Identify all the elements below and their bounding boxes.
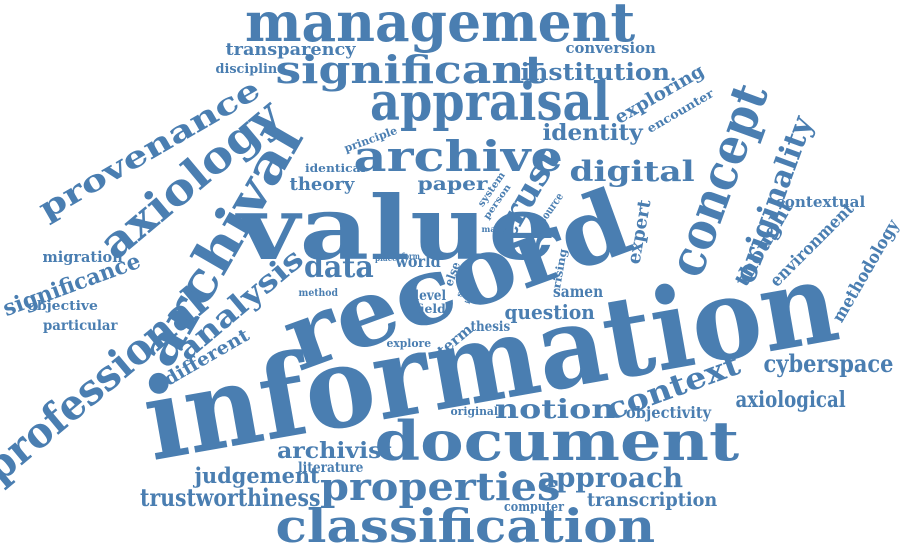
word-archivist: archivist	[276, 438, 392, 464]
word-original: original	[449, 404, 498, 418]
word-world: world	[395, 252, 441, 271]
word-migration: migration	[41, 247, 123, 266]
word-thesis: thesis	[469, 319, 510, 335]
word-document: document	[374, 409, 740, 473]
word-appraisal: appraisal	[369, 72, 611, 133]
word-method: method	[297, 288, 338, 299]
word-field: field	[415, 302, 446, 316]
word-archive: archive	[353, 132, 563, 181]
word-discipline: discipline	[214, 61, 285, 77]
word-properties: properties	[319, 464, 561, 509]
word-cyberspace: cyberspace	[763, 349, 893, 378]
word-objective: objective	[26, 298, 98, 314]
word-place: place	[374, 253, 397, 263]
word-paper: paper	[416, 172, 487, 195]
word-question: question	[504, 300, 595, 324]
word-classification: classification	[275, 499, 655, 553]
word-contextual: contextual	[775, 192, 865, 211]
word-identity: identity	[541, 120, 643, 146]
word-many: many	[481, 224, 507, 234]
word-significant: significant	[274, 47, 546, 92]
word-approach: approach	[537, 462, 683, 494]
word-transparency: transparency	[224, 39, 356, 60]
word-level: level	[413, 288, 446, 304]
word-digital: digital	[569, 155, 695, 188]
word-form: form	[401, 251, 420, 261]
word-literature: literature	[297, 460, 363, 476]
word-theory: theory	[289, 174, 355, 195]
word-data: data	[303, 250, 374, 285]
word-conversion: conversion	[565, 38, 656, 57]
word-computer: computer	[504, 499, 565, 515]
word-transcription: transcription	[586, 488, 718, 511]
word-samen: samen	[553, 282, 604, 301]
word-judgement: judgement	[194, 462, 320, 488]
word-value: value	[237, 176, 557, 280]
word-notion: notion	[494, 395, 616, 425]
word-explore: explore	[386, 336, 432, 350]
word-trustworthiness: trustworthiness	[140, 483, 321, 512]
word-objectivity: objectivity	[625, 403, 711, 422]
word-methodology: methodology	[828, 215, 900, 326]
word-management: management	[244, 0, 636, 54]
word-institution: institution	[520, 58, 670, 86]
word-particular: particular	[42, 318, 117, 334]
word-identical: identical	[304, 161, 366, 175]
word-axiological: axiological	[735, 387, 846, 413]
